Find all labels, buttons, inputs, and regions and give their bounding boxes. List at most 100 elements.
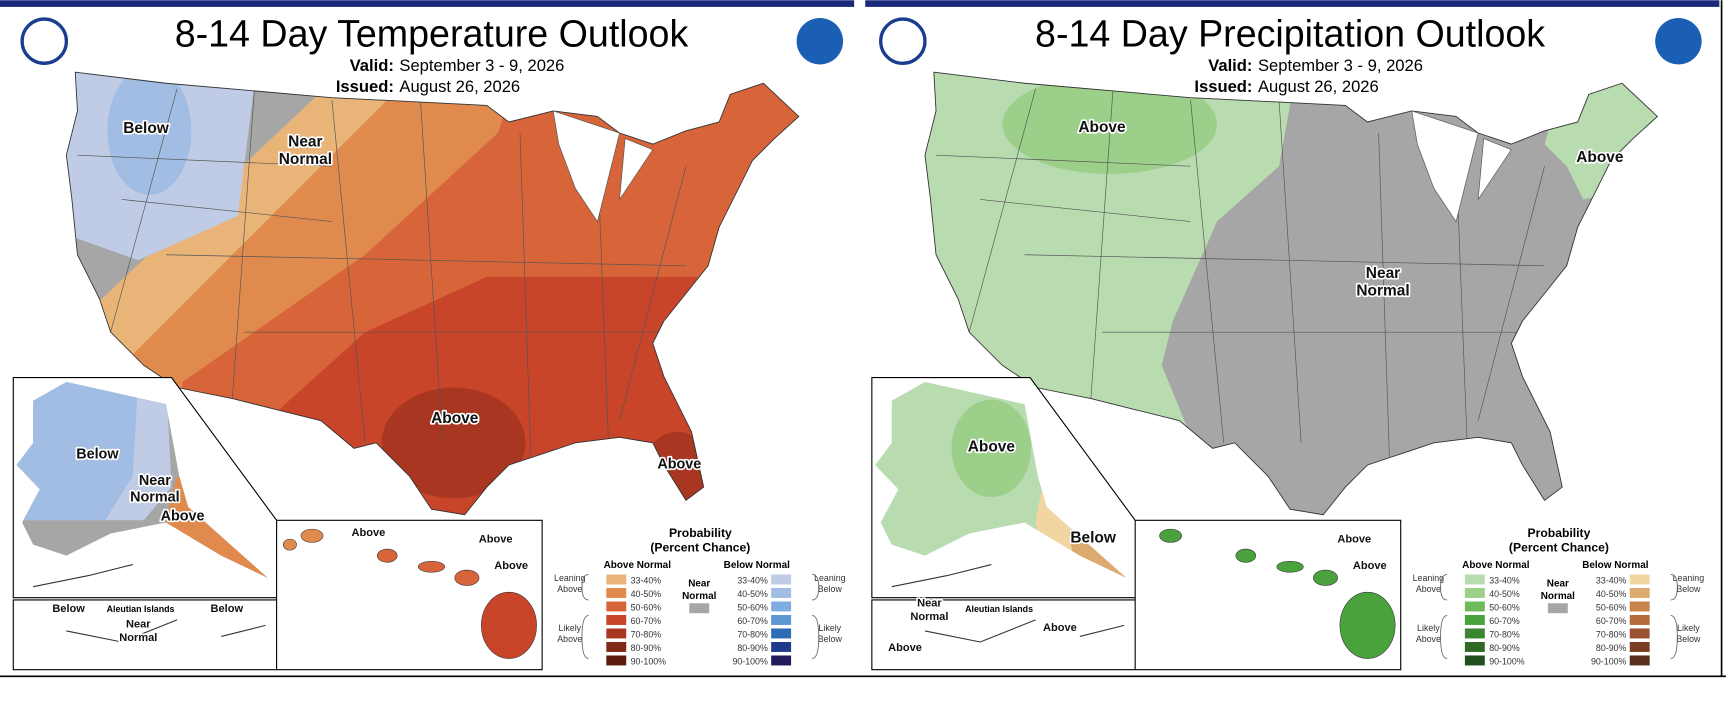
island — [377, 548, 398, 563]
below-swatch — [771, 587, 792, 598]
above-swatch — [1464, 655, 1485, 666]
legend-group: Above — [557, 634, 582, 644]
near-label: Near — [688, 579, 710, 590]
issued-date: August 26, 2026 — [1258, 77, 1379, 96]
island — [417, 560, 446, 573]
region-label: Above — [1078, 119, 1126, 136]
range-label: 40-50% — [1489, 589, 1520, 599]
great-lakes — [552, 110, 654, 223]
region-label: Above — [968, 439, 1016, 456]
region-label: Below — [52, 603, 85, 615]
region-label: Near — [917, 598, 942, 610]
legend-group: Likely — [1677, 623, 1700, 633]
region-label: Near — [288, 133, 322, 150]
range-label: 90-100% — [631, 656, 667, 666]
valid-date: September 3 - 9, 2026 — [399, 56, 564, 75]
legend-group: Above — [1416, 634, 1441, 644]
zone — [107, 72, 192, 195]
legend-group: Likely — [558, 623, 581, 633]
range-label: 80-90% — [631, 643, 662, 653]
legend-title: Probability — [1528, 526, 1591, 540]
legend-brace — [812, 574, 820, 601]
region-label: Above — [888, 642, 922, 654]
below-header: Below Normal — [1582, 560, 1649, 571]
range-label: 80-90% — [737, 643, 768, 653]
noaa-logo — [1655, 17, 1702, 65]
above-header: Above Normal — [604, 560, 672, 571]
legend-group: Above — [1416, 584, 1441, 594]
above-swatch — [606, 614, 627, 625]
issued-label: Issued: — [336, 77, 394, 96]
region-label: Below — [123, 120, 170, 137]
zone — [1068, 531, 1127, 578]
above-swatch — [1464, 641, 1485, 652]
island — [1235, 548, 1257, 563]
range-label: 60-70% — [1596, 616, 1627, 626]
range-label: 70-80% — [737, 629, 768, 639]
legend-brace — [1440, 574, 1448, 601]
island — [300, 528, 324, 543]
above-swatch — [606, 574, 627, 585]
legend-group: Below — [818, 634, 843, 644]
zone — [951, 399, 1032, 498]
legend-title: Probability — [669, 526, 732, 540]
region-label: Above — [479, 533, 513, 545]
valid-label: Valid: — [1208, 56, 1252, 75]
above-swatch — [1464, 574, 1485, 585]
range-label: 90-100% — [732, 656, 768, 666]
range-label: 90-100% — [1591, 656, 1627, 666]
range-label: 60-70% — [737, 616, 768, 626]
issued-date: August 26, 2026 — [399, 77, 520, 96]
above-swatch — [606, 641, 627, 652]
range-label: 50-60% — [1489, 602, 1520, 612]
range-label: 33-40% — [631, 575, 662, 585]
range-label: 90-100% — [1489, 656, 1525, 666]
region-label: Normal — [910, 611, 948, 623]
legend-group: Likely — [1417, 623, 1440, 633]
range-label: 70-80% — [1596, 629, 1627, 639]
below-header: Below Normal — [724, 560, 791, 571]
region-label: Above — [1353, 560, 1387, 572]
region-label: Normal — [1356, 283, 1409, 300]
region-label: Above — [1337, 533, 1371, 545]
legend-subtitle: (Percent Chance) — [650, 540, 750, 554]
near-label: Normal — [1541, 591, 1575, 602]
great-lakes — [1411, 110, 1512, 223]
below-swatch — [1629, 601, 1650, 612]
legend-group: Leaning — [1673, 573, 1705, 583]
region-label: Below — [211, 603, 244, 615]
near-swatch — [689, 603, 710, 614]
aleutian-label: Aleutian Islands — [107, 604, 175, 614]
region-label: Normal — [279, 151, 332, 168]
island — [1159, 528, 1182, 543]
range-label: 70-80% — [631, 629, 662, 639]
valid-label: Valid: — [350, 56, 394, 75]
region-label: Above — [1043, 622, 1077, 634]
island — [1339, 591, 1396, 659]
range-label: 40-50% — [737, 589, 768, 599]
below-swatch — [771, 614, 792, 625]
range-label: 50-60% — [631, 602, 662, 612]
legend-brace — [1440, 614, 1448, 660]
region-label: Above — [1576, 149, 1624, 166]
island — [1276, 560, 1304, 573]
legend-brace — [1670, 574, 1678, 601]
noaa-logo — [796, 17, 844, 65]
range-label: 80-90% — [1596, 643, 1627, 653]
below-swatch — [1629, 614, 1650, 625]
below-swatch — [771, 601, 792, 612]
near-label: Near — [1547, 579, 1569, 590]
legend-subtitle: (Percent Chance) — [1509, 540, 1609, 554]
seal-logo — [879, 17, 927, 65]
legend-brace — [1670, 614, 1678, 660]
range-label: 70-80% — [1489, 629, 1520, 639]
above-swatch — [1464, 628, 1485, 639]
legend-group: Leaning — [554, 573, 586, 583]
legend-brace — [581, 574, 589, 601]
below-swatch — [771, 655, 792, 666]
us-outline — [65, 71, 800, 516]
range-label: 33-40% — [1596, 575, 1627, 585]
